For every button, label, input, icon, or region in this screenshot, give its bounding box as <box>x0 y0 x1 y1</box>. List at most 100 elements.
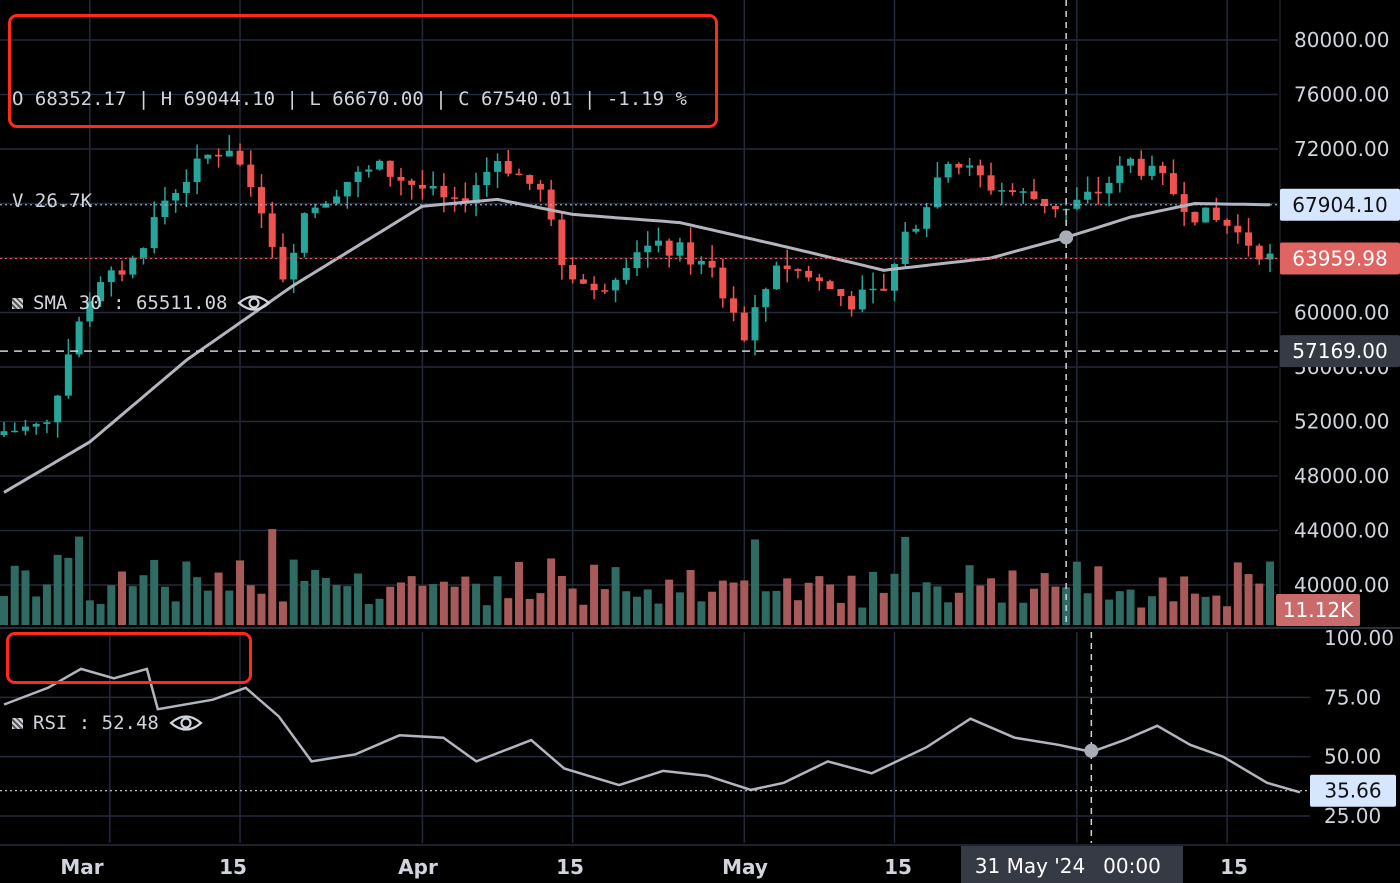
volume-bar <box>1158 577 1167 625</box>
volume-bar <box>643 589 652 625</box>
volume-bar <box>1223 606 1232 625</box>
volume-bar <box>504 598 513 625</box>
axis-labels: 80000.00 76000.00 72000.00 60000.00 52000.00… <box>60 28 1400 883</box>
volume-bar <box>236 560 245 625</box>
candle-body <box>1148 165 1156 176</box>
rsi-tick-label: 100.00 <box>1324 626 1394 650</box>
candle-body <box>268 213 276 247</box>
rsi-line <box>3 667 1301 794</box>
eye-icon[interactable] <box>237 292 272 314</box>
candle-body <box>676 242 684 256</box>
candle-body <box>322 203 330 208</box>
candle-body <box>622 268 630 280</box>
volume-bar <box>493 576 502 625</box>
candle-body <box>204 154 212 159</box>
candle-body <box>472 185 480 204</box>
candle-body <box>225 150 233 157</box>
volume-bar <box>203 590 212 625</box>
volume-bar <box>257 593 266 625</box>
candle-body <box>193 158 201 182</box>
candle-body <box>1245 232 1253 246</box>
price-legend: O 68352.17 | H 69044.10 | L 66670.00 | C… <box>12 14 687 354</box>
candle-body <box>333 196 341 204</box>
candle-body <box>966 165 974 168</box>
volume-bar <box>32 596 41 625</box>
volume-bar <box>107 585 116 625</box>
candle-body <box>215 154 223 157</box>
volume-bar <box>740 580 749 625</box>
candle-body <box>97 282 105 302</box>
volume-bar <box>783 578 792 625</box>
volume-bar <box>128 586 137 625</box>
candle-body <box>730 298 738 313</box>
volume-bar <box>1029 588 1038 625</box>
candle-body <box>923 207 931 229</box>
volume-bar <box>343 586 352 625</box>
candle-body <box>783 265 791 270</box>
volume-bar <box>1233 562 1242 625</box>
date-tick-label: 15 <box>1220 855 1248 879</box>
volume-bar <box>751 539 760 625</box>
candle-body <box>1116 165 1124 183</box>
candle-body <box>633 252 641 269</box>
price-tick-label: 72000.00 <box>1294 137 1389 161</box>
volume-bar <box>354 573 363 625</box>
volume-bar <box>64 557 73 625</box>
candle-body <box>1169 173 1177 195</box>
candle-body <box>107 270 115 283</box>
candle-body <box>901 231 909 264</box>
price-tick-label: 52000.00 <box>1294 410 1389 434</box>
eye-icon[interactable] <box>169 712 203 734</box>
candle-body <box>515 173 523 176</box>
candle-body <box>815 277 823 282</box>
date-tick-label: 15 <box>219 855 247 879</box>
crosshair-date-badge: 31 May '24 <box>975 854 1085 878</box>
candle-body <box>32 423 40 427</box>
ohlc-highlight-box <box>8 14 718 128</box>
sma-readout: SMA 30 : 65511.08 <box>33 292 228 314</box>
candle-body <box>440 185 448 198</box>
volume-bar <box>386 586 395 625</box>
volume-bar <box>1190 593 1199 625</box>
date-tick-label: Apr <box>398 855 438 879</box>
candle-body <box>1191 211 1199 223</box>
volume-bar <box>160 586 169 625</box>
candle-body <box>933 177 941 208</box>
candle-body <box>1180 194 1188 212</box>
volume-bar <box>375 598 384 625</box>
volume-value-badge-bg <box>1276 594 1360 626</box>
candle-body <box>386 160 394 177</box>
candle-body <box>1019 191 1027 193</box>
rsi-readout: RSI : 52.48 <box>33 712 159 734</box>
candle-body <box>504 161 512 174</box>
candle-body <box>740 312 748 341</box>
candle-body <box>1255 245 1263 260</box>
volume-bar <box>922 582 931 625</box>
volume-bar <box>1019 602 1028 625</box>
volume-bar <box>139 575 148 625</box>
volume-bar <box>10 565 19 625</box>
volume-bar <box>418 585 427 625</box>
volume-bar <box>364 603 373 625</box>
candle-body <box>247 164 255 188</box>
volume-bar <box>1083 593 1092 625</box>
candle-body <box>998 190 1006 192</box>
candle-body <box>161 200 169 218</box>
candle-body <box>762 289 770 308</box>
candle-body <box>558 219 566 266</box>
candle-body <box>343 181 351 197</box>
volume-bar <box>547 558 556 625</box>
volume-bar <box>96 603 105 625</box>
volume-bar <box>836 602 845 625</box>
candle-body <box>1234 225 1242 233</box>
candle-body <box>418 184 426 189</box>
volume-bar <box>1115 591 1124 625</box>
candle-body <box>451 197 459 199</box>
rsi-value-badge: 35.66 <box>1324 779 1381 803</box>
price-tick-label: 80000.00 <box>1294 28 1389 52</box>
volume-bar <box>665 579 674 625</box>
volume-bar <box>225 590 234 625</box>
volume-bar <box>1266 561 1274 625</box>
candle-body <box>858 289 866 310</box>
